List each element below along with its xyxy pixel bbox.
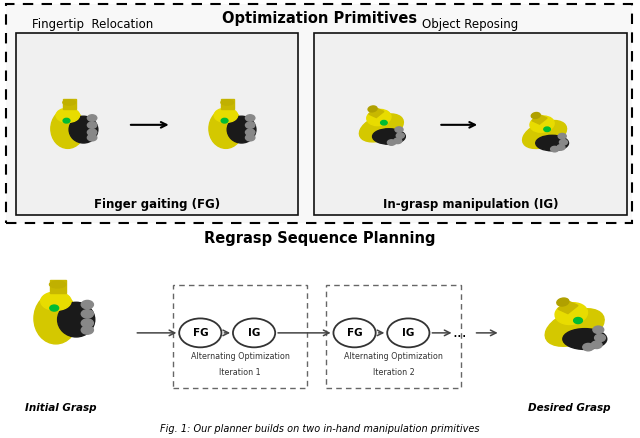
Ellipse shape — [227, 116, 256, 143]
Circle shape — [394, 138, 402, 144]
Circle shape — [246, 115, 255, 121]
Circle shape — [81, 300, 93, 309]
Text: Optimization Primitives: Optimization Primitives — [223, 11, 417, 26]
Ellipse shape — [555, 303, 588, 325]
Polygon shape — [369, 108, 384, 117]
Text: Object Reposing: Object Reposing — [422, 18, 518, 31]
Circle shape — [583, 343, 593, 351]
Text: Initial Grasp: Initial Grasp — [25, 403, 97, 413]
Bar — [16, 33, 298, 215]
Circle shape — [246, 129, 255, 135]
Ellipse shape — [56, 108, 79, 123]
Circle shape — [88, 134, 97, 141]
Ellipse shape — [368, 106, 377, 112]
Ellipse shape — [51, 109, 84, 148]
Text: Fig. 1: Our planner builds on two in-hand manipulation primitives: Fig. 1: Our planner builds on two in-han… — [160, 424, 480, 434]
Circle shape — [396, 133, 404, 138]
Text: Iteration 1: Iteration 1 — [219, 367, 261, 377]
Ellipse shape — [360, 114, 403, 142]
Text: Finger gaiting (FG): Finger gaiting (FG) — [93, 198, 220, 211]
Ellipse shape — [557, 298, 569, 306]
Circle shape — [387, 140, 396, 145]
Bar — [314, 33, 627, 215]
Text: In-grasp manipulation (IG): In-grasp manipulation (IG) — [383, 198, 558, 211]
Text: Fingertip  Relocation: Fingertip Relocation — [32, 18, 154, 31]
Text: FG: FG — [193, 328, 208, 338]
Circle shape — [395, 127, 403, 132]
Circle shape — [591, 341, 602, 349]
Bar — [221, 99, 234, 109]
Ellipse shape — [34, 293, 78, 344]
Circle shape — [558, 134, 566, 139]
Circle shape — [333, 318, 376, 347]
Bar — [63, 99, 76, 109]
Circle shape — [544, 127, 550, 131]
Ellipse shape — [69, 116, 98, 143]
Ellipse shape — [523, 120, 566, 148]
Ellipse shape — [530, 116, 554, 132]
Circle shape — [81, 326, 93, 334]
Ellipse shape — [536, 135, 568, 151]
Circle shape — [573, 318, 582, 324]
Text: Alternating Optimization: Alternating Optimization — [191, 352, 289, 361]
Circle shape — [387, 318, 429, 347]
Ellipse shape — [221, 100, 234, 105]
Circle shape — [63, 118, 70, 123]
Circle shape — [233, 318, 275, 347]
Circle shape — [88, 115, 97, 121]
Ellipse shape — [545, 309, 604, 346]
Circle shape — [221, 118, 228, 123]
Bar — [50, 280, 67, 293]
Ellipse shape — [41, 292, 71, 311]
Circle shape — [81, 310, 93, 318]
Circle shape — [550, 146, 559, 152]
Text: FG: FG — [347, 328, 362, 338]
Ellipse shape — [531, 113, 540, 118]
Circle shape — [557, 145, 565, 150]
Polygon shape — [558, 301, 578, 314]
Circle shape — [246, 134, 255, 141]
FancyBboxPatch shape — [6, 4, 632, 223]
Ellipse shape — [563, 328, 607, 350]
Circle shape — [595, 334, 605, 342]
Polygon shape — [532, 115, 547, 124]
Ellipse shape — [372, 129, 405, 144]
Text: Alternating Optimization: Alternating Optimization — [344, 352, 443, 361]
Circle shape — [88, 129, 97, 135]
Ellipse shape — [214, 108, 237, 123]
Text: Desired Grasp: Desired Grasp — [529, 403, 611, 413]
Ellipse shape — [58, 302, 95, 337]
Text: IG: IG — [248, 328, 260, 338]
Text: ...: ... — [452, 325, 467, 340]
Ellipse shape — [209, 109, 243, 148]
Text: IG: IG — [402, 328, 415, 338]
Circle shape — [50, 305, 59, 311]
Circle shape — [381, 120, 387, 125]
Text: Regrasp Sequence Planning: Regrasp Sequence Planning — [204, 231, 436, 246]
Circle shape — [88, 122, 97, 128]
Ellipse shape — [367, 110, 391, 126]
Text: Iteration 2: Iteration 2 — [372, 367, 415, 377]
Circle shape — [179, 318, 221, 347]
Circle shape — [593, 326, 604, 333]
Circle shape — [559, 139, 568, 145]
Circle shape — [81, 319, 93, 327]
Ellipse shape — [63, 100, 76, 105]
Circle shape — [246, 122, 255, 128]
Ellipse shape — [49, 281, 66, 288]
